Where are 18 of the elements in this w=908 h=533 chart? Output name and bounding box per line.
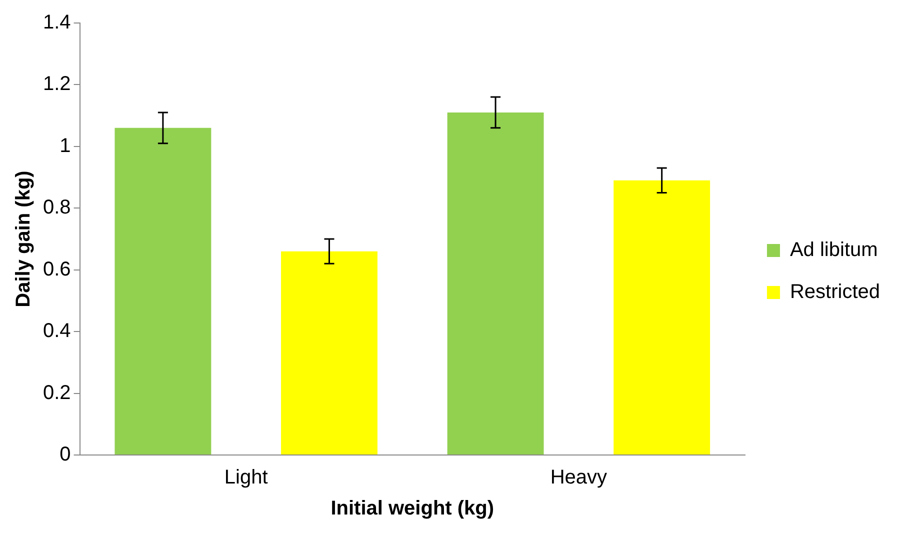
- y-tick-label: 0.6: [42, 258, 71, 280]
- bar: [614, 180, 710, 454]
- y-tick-label: 1.2: [42, 73, 71, 96]
- y-tick-label: 0.8: [42, 196, 71, 219]
- y-tick-label: 0.2: [42, 382, 71, 404]
- y-tick-label: 0.4: [42, 320, 71, 342]
- x-tick-label: Light: [224, 466, 268, 489]
- legend-label: Restricted: [790, 281, 880, 304]
- x-tick-label: Heavy: [550, 466, 608, 489]
- y-tick-label: 1: [60, 134, 71, 157]
- bar: [447, 112, 544, 454]
- y-axis-title: Daily gain (kg): [12, 170, 35, 308]
- bar: [114, 128, 212, 454]
- legend-label: Ad libitum: [790, 239, 878, 262]
- bar: [281, 251, 378, 454]
- y-tick-label: 1.4: [42, 12, 71, 34]
- x-axis-title: Initial weight (kg): [330, 498, 494, 520]
- y-tick-label: 0: [60, 444, 71, 466]
